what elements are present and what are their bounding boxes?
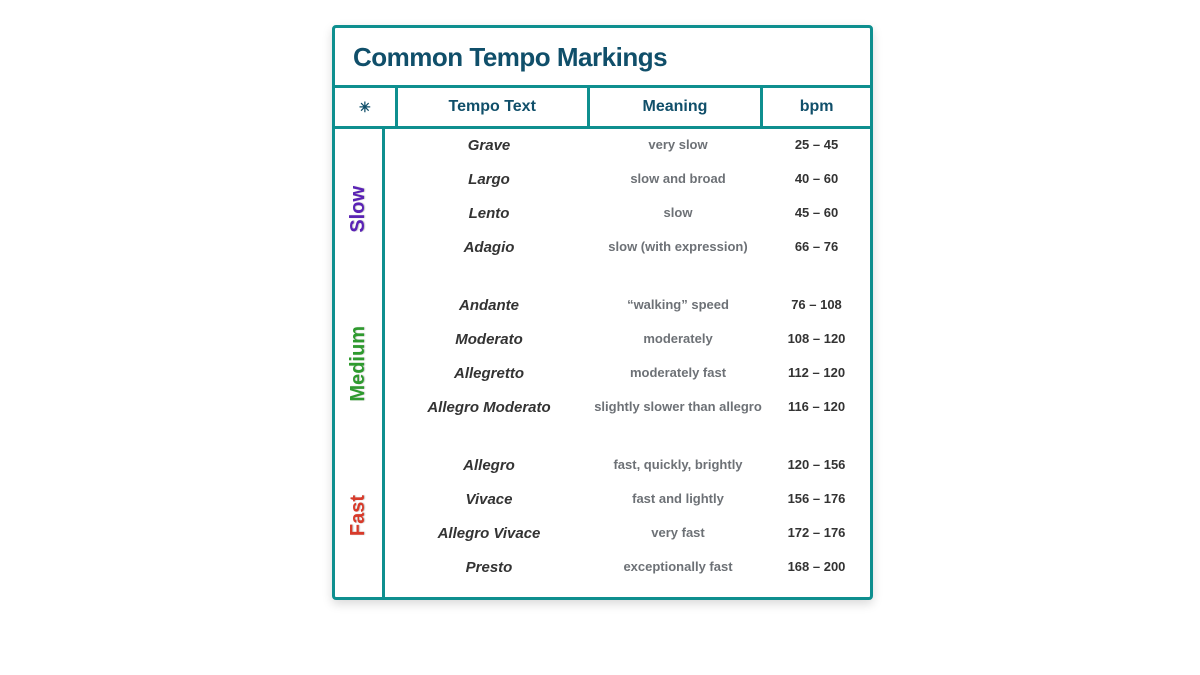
section-medium: Andante“walking” speed76 – 108Moderatomo… [385,289,870,449]
table-row: Moderatomoderately108 – 120 [391,329,864,363]
bpm-text: 40 – 60 [769,171,864,186]
table-row: Prestoexceptionally fast168 – 200 [391,557,864,591]
bpm-text: 66 – 76 [769,239,864,254]
table-row: Allegrofast, quickly, brightly120 – 156 [391,455,864,489]
tempo-text: Allegretto [391,365,587,382]
header-logo-cell: ✳ [335,88,398,126]
tempo-text: Allegro Moderato [391,399,587,416]
meaning-text: “walking” speed [587,297,769,312]
section-slow: Gravevery slow25 – 45Largoslow and broad… [385,129,870,289]
tempo-text: Presto [391,559,587,576]
meaning-text: moderately fast [587,365,769,380]
table-row: Andante“walking” speed76 – 108 [391,295,864,329]
header-bpm: bpm [763,88,870,126]
table-row: Gravevery slow25 – 45 [391,135,864,169]
card-title: Common Tempo Markings [335,28,870,88]
data-column: Gravevery slow25 – 45Largoslow and broad… [385,129,870,597]
table-header-row: ✳ Tempo Text Meaning bpm [335,88,870,129]
bpm-text: 156 – 176 [769,491,864,506]
tree-logo-icon: ✳ [339,98,391,116]
meaning-text: very slow [587,137,769,152]
header-tempo-text: Tempo Text [398,88,590,126]
meaning-text: exceptionally fast [587,559,769,574]
table-row: Vivacefast and lightly156 – 176 [391,489,864,523]
bpm-text: 108 – 120 [769,331,864,346]
table-row: Allegrettomoderately fast112 – 120 [391,363,864,397]
table-row: Adagioslow (with expression)66 – 76 [391,237,864,271]
table-row: Allegro Vivacevery fast172 – 176 [391,523,864,557]
category-label-slow: Slow [347,186,370,233]
bpm-text: 172 – 176 [769,525,864,540]
tempo-text: Allegro [391,457,587,474]
bpm-text: 168 – 200 [769,559,864,574]
meaning-text: very fast [587,525,769,540]
tempo-text: Adagio [391,239,587,256]
category-label-medium: Medium [347,326,370,402]
header-meaning: Meaning [590,88,764,126]
section-fast: Allegrofast, quickly, brightly120 – 156V… [385,449,870,597]
tempo-table-card: Common Tempo Markings ✳ Tempo Text Meani… [332,25,873,600]
meaning-text: moderately [587,331,769,346]
table-row: Lentoslow45 – 60 [391,203,864,237]
meaning-text: fast, quickly, brightly [587,457,769,472]
category-label-fast: Fast [347,495,370,536]
bpm-text: 45 – 60 [769,205,864,220]
tempo-text: Allegro Vivace [391,525,587,542]
meaning-text: slow (with expression) [587,239,769,254]
table-body: SlowMediumFast Gravevery slow25 – 45Larg… [335,129,870,597]
table-row: Largoslow and broad40 – 60 [391,169,864,203]
meaning-text: slow and broad [587,171,769,186]
meaning-text: fast and lightly [587,491,769,506]
category-column: Slow Medium Fast [335,129,385,597]
bpm-text: 120 – 156 [769,457,864,472]
tempo-text: Lento [391,205,587,222]
meaning-text: slightly slower than allegro [587,399,769,414]
table-row: Allegro Moderatoslightly slower than all… [391,397,864,431]
bpm-text: 25 – 45 [769,137,864,152]
tempo-text: Vivace [391,491,587,508]
meaning-text: slow [587,205,769,220]
bpm-text: 76 – 108 [769,297,864,312]
bpm-text: 112 – 120 [769,365,864,380]
tempo-text: Grave [391,137,587,154]
bpm-text: 116 – 120 [769,399,864,414]
tempo-text: Andante [391,297,587,314]
tempo-text: Moderato [391,331,587,348]
tempo-text: Largo [391,171,587,188]
